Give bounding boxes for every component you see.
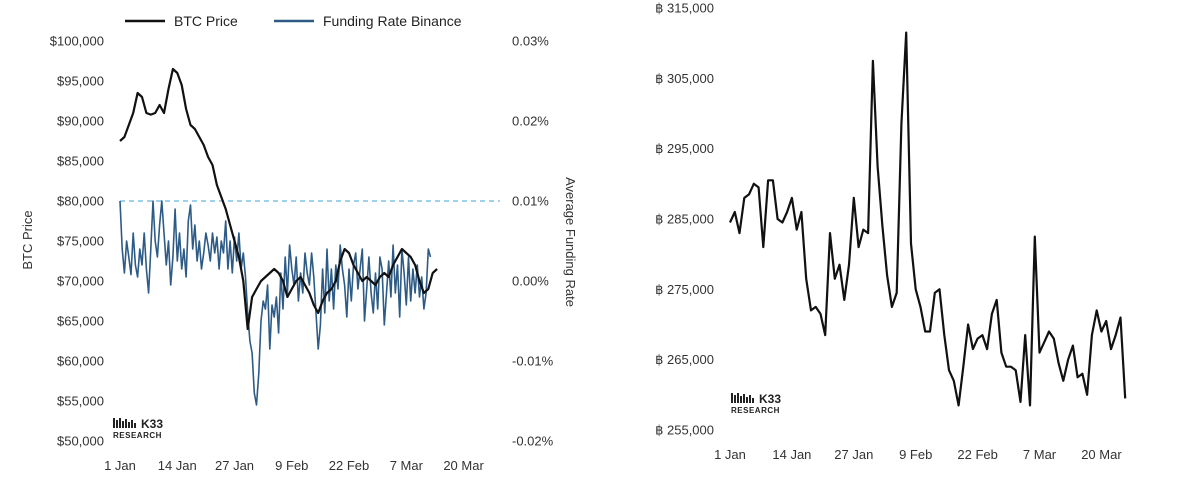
x-tick-label: 27 Jan bbox=[834, 447, 873, 462]
series-line-btc-price bbox=[119, 67, 438, 331]
y-tick-label: ฿ 315,000 bbox=[655, 1, 714, 16]
secondary-y-axis-title: Average Funding Rate bbox=[563, 177, 578, 307]
x-tick-label: 27 Jan bbox=[215, 458, 254, 473]
y-tick-label: $65,000 bbox=[57, 314, 104, 329]
logo-sub-text: RESEARCH bbox=[113, 431, 162, 440]
btc-price-funding-chart: BTC Price Funding Rate Binance $50,000$5… bbox=[20, 13, 578, 474]
x-tick-label: 7 Mar bbox=[390, 458, 424, 473]
y-tick-label: ฿ 295,000 bbox=[655, 141, 714, 156]
logo-brand-text: K33 bbox=[759, 392, 781, 406]
y-tick-label: $70,000 bbox=[57, 274, 104, 289]
right-plot-area: ฿ 255,000 ฿ 265,000 ฿ 275,000 ฿ 285,000 ฿ 29… bbox=[655, 1, 1127, 462]
y-tick-label: $95,000 bbox=[57, 74, 104, 89]
x-tick-label: 20 Mar bbox=[1081, 447, 1122, 462]
x-tick-label: 1 Jan bbox=[714, 447, 746, 462]
btc-priced-in-thb-chart: ฿ 255,000 ฿ 265,000 ฿ 275,000 ฿ 285,000 ฿ 29… bbox=[655, 1, 1127, 462]
x-tick-label: 14 Jan bbox=[772, 447, 811, 462]
y-tick-label: $60,000 bbox=[57, 354, 104, 369]
y-tick-label: ฿ 305,000 bbox=[655, 71, 714, 86]
y2-tick-label: 0.01% bbox=[512, 194, 549, 209]
y2-tick-label: 0.00% bbox=[512, 274, 549, 289]
logo-brand-text: K33 bbox=[141, 417, 163, 431]
chart-legend: BTC Price Funding Rate Binance bbox=[125, 13, 462, 29]
x-tick-label: 22 Feb bbox=[957, 447, 997, 462]
y-tick-label: $50,000 bbox=[57, 434, 104, 449]
y-tick-label: ฿ 265,000 bbox=[655, 352, 714, 367]
legend-label-funding-rate: Funding Rate Binance bbox=[323, 13, 462, 29]
k33-logo-mark bbox=[731, 393, 754, 403]
y-tick-label: $90,000 bbox=[57, 114, 104, 129]
x-tick-label: 22 Feb bbox=[329, 458, 369, 473]
y2-tick-label: -0.02% bbox=[512, 434, 554, 449]
x-tick-label: 9 Feb bbox=[899, 447, 932, 462]
x-tick-label: 7 Mar bbox=[1023, 447, 1057, 462]
x-tick-label: 20 Mar bbox=[443, 458, 484, 473]
left-plot-area: $50,000 $55,000 $60,000 $65,000 $70,000 $75,0… bbox=[50, 34, 554, 474]
y-tick-label: $75,000 bbox=[57, 234, 104, 249]
y-tick-label: ฿ 275,000 bbox=[655, 282, 714, 297]
x-tick-label: 14 Jan bbox=[158, 458, 197, 473]
y-tick-label: ฿ 285,000 bbox=[655, 212, 714, 227]
x-tick-label: 9 Feb bbox=[275, 458, 308, 473]
y-tick-label: $85,000 bbox=[57, 154, 104, 169]
logo-sub-text: RESEARCH bbox=[731, 406, 780, 415]
y-axis-title: BTC Price bbox=[20, 210, 35, 269]
legend-label-btc-price: BTC Price bbox=[174, 13, 238, 29]
x-tick-label: 1 Jan bbox=[104, 458, 136, 473]
k33-research-logo: K33 RESEARCH bbox=[113, 417, 163, 440]
y-tick-label: $100,000 bbox=[50, 34, 104, 49]
k33-research-logo: K33 RESEARCH bbox=[731, 392, 781, 415]
y2-tick-label: 0.02% bbox=[512, 114, 549, 129]
y-tick-label: $80,000 bbox=[57, 194, 104, 209]
series-line-0 bbox=[728, 31, 1127, 407]
series-line-funding-rate-binance bbox=[119, 200, 432, 406]
y2-tick-label: 0.03% bbox=[512, 34, 549, 49]
y-tick-label: $55,000 bbox=[57, 394, 104, 409]
k33-logo-mark bbox=[113, 418, 136, 428]
y-tick-label: ฿ 255,000 bbox=[655, 423, 714, 438]
y2-tick-label: -0.01% bbox=[512, 354, 554, 369]
